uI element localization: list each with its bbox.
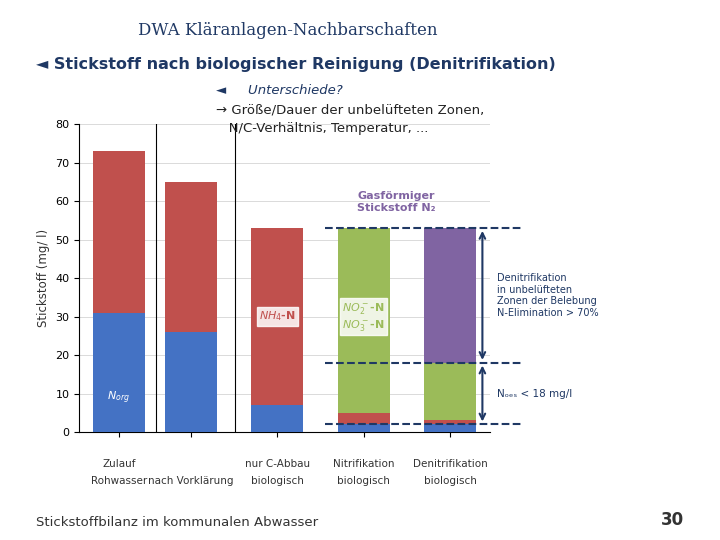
- Text: $NO_2^-$-N
$NO_3^-$-N: $NO_2^-$-N $NO_3^-$-N: [342, 301, 385, 333]
- Bar: [251, 405, 303, 432]
- Text: Nitrifikation: Nitrifikation: [333, 459, 395, 469]
- Bar: [165, 332, 217, 382]
- Bar: [424, 363, 476, 421]
- Text: biologisch: biologisch: [251, 476, 304, 486]
- Text: Zulauf: Zulauf: [102, 459, 135, 469]
- Text: biologisch: biologisch: [337, 476, 390, 486]
- Text: ◄    Unterschiede?: ◄ Unterschiede?: [216, 84, 343, 97]
- Bar: [338, 228, 390, 413]
- Bar: [338, 428, 390, 432]
- Text: DWA Kläranlagen-Nachbarschaften: DWA Kläranlagen-Nachbarschaften: [138, 22, 438, 38]
- Bar: [424, 421, 476, 424]
- Bar: [424, 424, 476, 428]
- Text: 30: 30: [661, 511, 684, 529]
- Bar: [338, 413, 390, 424]
- Text: Denitrifikation: Denitrifikation: [413, 459, 487, 469]
- Bar: [93, 151, 145, 313]
- Text: Stickstoffbilanz im kommunalen Abwasser: Stickstoffbilanz im kommunalen Abwasser: [36, 516, 318, 529]
- Text: → Größe/Dauer der unbelüfteten Zonen,: → Größe/Dauer der unbelüfteten Zonen,: [216, 104, 485, 117]
- Bar: [424, 428, 476, 432]
- Text: nach Vorklärung: nach Vorklärung: [148, 476, 233, 486]
- Text: N/C-Verhältnis, Temperatur, ...: N/C-Verhältnis, Temperatur, ...: [216, 122, 428, 135]
- Text: biologisch: biologisch: [423, 476, 477, 486]
- Y-axis label: Stickstoff (mg/ l): Stickstoff (mg/ l): [37, 229, 50, 327]
- Text: Nₒₑₛ < 18 mg/l: Nₒₑₛ < 18 mg/l: [497, 388, 572, 399]
- Bar: [424, 228, 476, 363]
- Text: nur C-Abbau: nur C-Abbau: [245, 459, 310, 469]
- Bar: [93, 313, 145, 363]
- Text: Rohwasser: Rohwasser: [91, 476, 147, 486]
- Text: ◄ Stickstoff nach biologischer Reinigung (Denitrifikation): ◄ Stickstoff nach biologischer Reinigung…: [36, 57, 556, 72]
- Bar: [165, 182, 217, 332]
- Text: Gasförmiger
Stickstoff N₂: Gasförmiger Stickstoff N₂: [356, 191, 436, 213]
- Text: $NH_4$-N: $NH_4$-N: [258, 309, 296, 323]
- Bar: [251, 228, 303, 405]
- Bar: [338, 424, 390, 428]
- Text: Denitrifikation
in unbelüfteten
Zonen der Belebung
N-Elimination > 70%: Denitrifikation in unbelüfteten Zonen de…: [497, 273, 598, 318]
- Bar: [165, 382, 217, 432]
- Text: $N_{org}$: $N_{org}$: [107, 389, 130, 406]
- Bar: [93, 363, 145, 432]
